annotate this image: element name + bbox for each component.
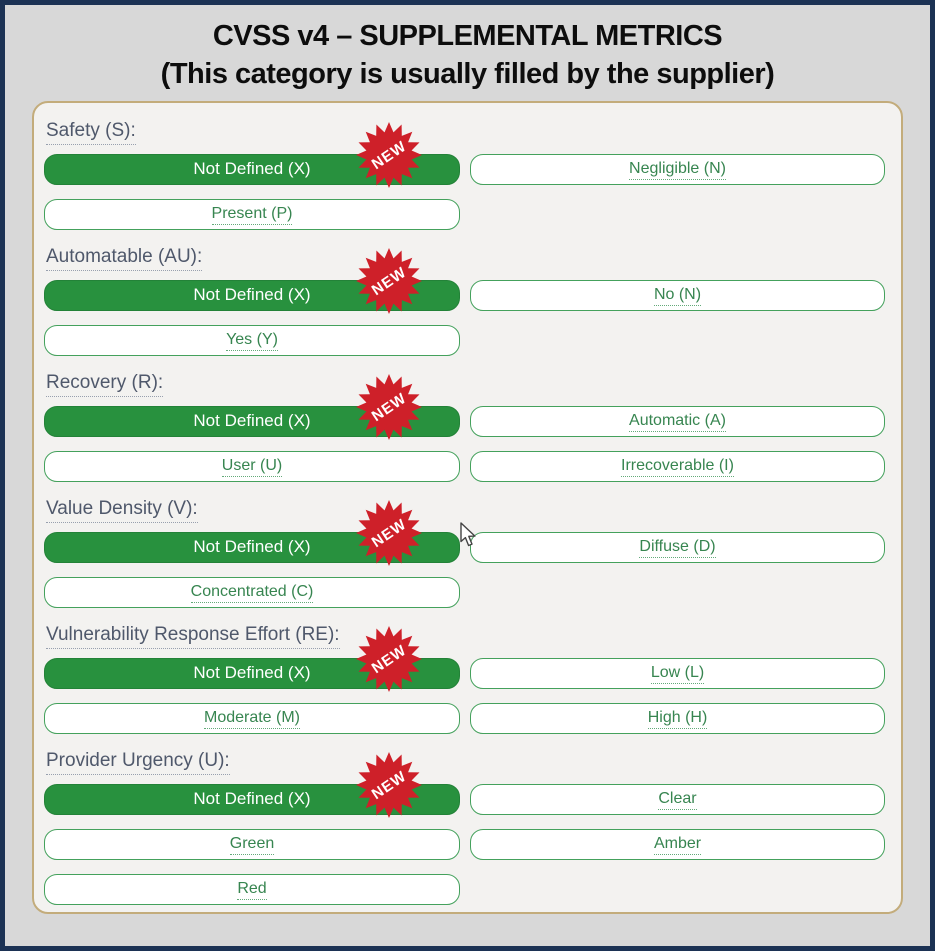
safety-present-button[interactable]: Present (P) xyxy=(44,199,460,230)
vre-moderate-button[interactable]: Moderate (M) xyxy=(44,703,460,734)
safety-label: Safety (S): xyxy=(46,120,136,145)
safety-not-defined-button[interactable]: Not Defined (X) NEW xyxy=(44,122,460,188)
starburst-icon xyxy=(356,626,422,692)
vre-low-button[interactable]: Low (L) xyxy=(470,658,885,689)
provider-urgency-clear-button[interactable]: Clear xyxy=(470,784,885,815)
section-safety: Safety (S): Not Defined (X) NEW Negligib… xyxy=(44,120,885,230)
value-density-concentrated-button[interactable]: Concentrated (C) xyxy=(44,577,460,608)
new-badge: NEW xyxy=(356,374,422,440)
new-badge: NEW xyxy=(356,626,422,692)
automatable-yes-button[interactable]: Yes (Y) xyxy=(44,325,460,356)
safety-negligible-button[interactable]: Negligible (N) xyxy=(470,154,885,185)
value-density-diffuse-button[interactable]: Diffuse (D) xyxy=(470,532,885,563)
starburst-icon xyxy=(356,248,422,314)
section-value-density: Value Density (V): Not Defined (X) NEW D… xyxy=(44,498,885,608)
section-automatable: Automatable (AU): Not Defined (X) NEW No… xyxy=(44,246,885,356)
new-badge: NEW xyxy=(356,122,422,188)
starburst-icon xyxy=(356,122,422,188)
safety-options: Not Defined (X) NEW Negligible (N) Prese… xyxy=(44,122,885,230)
starburst-icon xyxy=(356,752,422,818)
recovery-label: Recovery (R): xyxy=(46,372,164,397)
new-badge: NEW xyxy=(356,752,422,818)
starburst-icon xyxy=(356,500,422,566)
section-vulnerability-response-effort: Vulnerability Response Effort (RE): Not … xyxy=(44,624,885,734)
automatable-label: Automatable (AU): xyxy=(46,246,203,271)
section-provider-urgency: Provider Urgency (U): Not Defined (X) NE… xyxy=(44,750,885,905)
starburst-icon xyxy=(356,374,422,440)
new-badge: NEW xyxy=(356,248,422,314)
recovery-user-button[interactable]: User (U) xyxy=(44,451,460,482)
recovery-options: Not Defined (X) NEW Automatic (A) User (… xyxy=(44,374,885,482)
supplemental-metrics-panel: Safety (S): Not Defined (X) NEW Negligib… xyxy=(32,101,903,914)
page-title-line1: CVSS v4 – SUPPLEMENTAL METRICS xyxy=(212,20,723,52)
provider-urgency-green-button[interactable]: Green xyxy=(44,829,460,860)
vulnerability-response-effort-label: Vulnerability Response Effort (RE): xyxy=(46,624,340,649)
vulnerability-response-effort-options: Not Defined (X) NEW Low (L) Moderate (M)… xyxy=(44,626,885,734)
automatable-not-defined-button[interactable]: Not Defined (X) NEW xyxy=(44,248,460,314)
provider-urgency-options: Not Defined (X) NEW Clear Green Amber Re… xyxy=(44,752,885,905)
vre-not-defined-button[interactable]: Not Defined (X) NEW xyxy=(44,626,460,692)
automatable-no-button[interactable]: No (N) xyxy=(470,280,885,311)
recovery-automatic-button[interactable]: Automatic (A) xyxy=(470,406,885,437)
recovery-irrecoverable-button[interactable]: Irrecoverable (I) xyxy=(470,451,885,482)
provider-urgency-red-button[interactable]: Red xyxy=(44,874,460,905)
provider-urgency-label: Provider Urgency (U): xyxy=(46,750,230,775)
value-density-options: Not Defined (X) NEW Diffuse (D) Concentr… xyxy=(44,500,885,608)
value-density-label: Value Density (V): xyxy=(46,498,198,523)
section-recovery: Recovery (R): Not Defined (X) NEW Automa… xyxy=(44,372,885,482)
provider-urgency-not-defined-button[interactable]: Not Defined (X) NEW xyxy=(44,752,460,818)
automatable-options: Not Defined (X) NEW No (N) Yes (Y) xyxy=(44,248,885,356)
page-title-line2: (This category is usually filled by the … xyxy=(160,58,775,90)
vre-high-button[interactable]: High (H) xyxy=(470,703,885,734)
new-badge: NEW xyxy=(356,500,422,566)
page-header: CVSS v4 – SUPPLEMENTAL METRICS (This cat… xyxy=(5,5,930,93)
recovery-not-defined-button[interactable]: Not Defined (X) NEW xyxy=(44,374,460,440)
value-density-not-defined-button[interactable]: Not Defined (X) NEW xyxy=(44,500,460,566)
provider-urgency-amber-button[interactable]: Amber xyxy=(470,829,885,860)
